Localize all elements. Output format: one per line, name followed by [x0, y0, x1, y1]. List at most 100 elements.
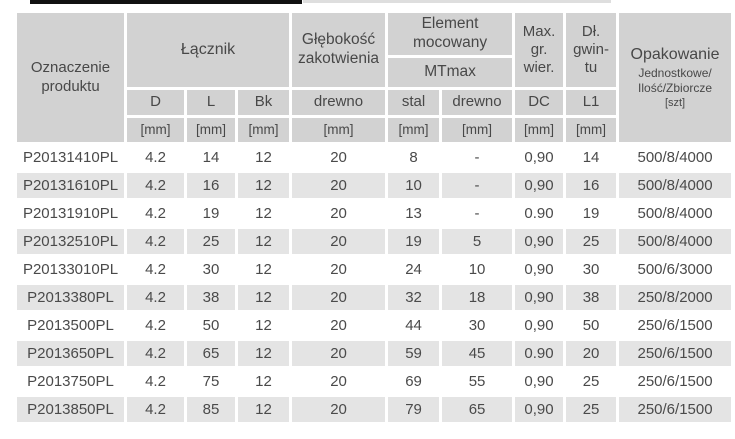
packaging-cell: 500/8/4000	[619, 229, 732, 254]
product-spec-table: Oznaczenie produktu Łącznik Głębokość za…	[14, 10, 734, 425]
mtmax-wood-cell: -	[442, 145, 513, 170]
units-bk: [mm]	[238, 118, 290, 142]
bk-mm-cell: 12	[238, 257, 290, 282]
packaging-cell: 250/6/1500	[619, 369, 732, 394]
bk-mm-cell: 12	[238, 145, 290, 170]
d-mm-cell: 4.2	[127, 173, 184, 198]
dc-max-drill-cell: 0,90	[515, 145, 564, 170]
anchoring-depth-wood-cell: 20	[292, 369, 386, 394]
l1-thread-length-cell: 50	[566, 313, 617, 338]
subheader-wood-mtmax: drewno	[442, 90, 513, 115]
l1-thread-length-cell: 25	[566, 397, 617, 422]
mtmax-wood-cell: 65	[442, 397, 513, 422]
l-mm-cell: 25	[187, 229, 235, 254]
packaging-cell: 500/6/3000	[619, 257, 732, 282]
l1-thread-length-cell: 16	[566, 173, 617, 198]
anchoring-depth-wood-cell: 20	[292, 201, 386, 226]
l1-thread-length-cell: 14	[566, 145, 617, 170]
header-connector-group: Łącznik	[127, 13, 290, 87]
mtmax-wood-cell: 30	[442, 313, 513, 338]
dc-max-drill-cell: 0,90	[515, 397, 564, 422]
units-steel: [mm]	[388, 118, 440, 142]
header-product-designation: Oznaczenie produktu	[17, 13, 124, 142]
bk-mm-cell: 12	[238, 397, 290, 422]
anchoring-depth-wood-cell: 20	[292, 285, 386, 310]
mtmax-wood-cell: 45	[442, 341, 513, 366]
units-d: [mm]	[127, 118, 184, 142]
anchoring-depth-wood-cell: 20	[292, 173, 386, 198]
dc-max-drill-cell: 0.90	[515, 201, 564, 226]
header-dlgwintu-line1: Dł.	[581, 22, 601, 40]
mtmax-steel-cell: 69	[388, 369, 440, 394]
l1-thread-length-cell: 25	[566, 369, 617, 394]
dc-max-drill-cell: 0,90	[515, 369, 564, 394]
l-mm-cell: 65	[187, 341, 235, 366]
header-dlgwintu-line3: tu	[584, 59, 598, 77]
subheader-l1: L1	[566, 90, 617, 115]
scan-artifact-bar-dark	[30, 0, 302, 4]
subheader-d: D	[127, 90, 184, 115]
dc-max-drill-cell: 0,90	[515, 313, 564, 338]
mtmax-steel-cell: 10	[388, 173, 440, 198]
header-anchoring-line1: Głębokość	[301, 31, 376, 49]
mtmax-steel-cell: 19	[388, 229, 440, 254]
l-mm-cell: 75	[187, 369, 235, 394]
l1-thread-length-cell: 38	[566, 285, 617, 310]
table-row: P20133010PL 4.2 30 12 20 24 10 0,90 30 500/6/3000	[17, 257, 732, 282]
dc-max-drill-cell: 0,90	[515, 257, 564, 282]
l1-thread-length-cell: 30	[566, 257, 617, 282]
mtmax-steel-cell: 8	[388, 145, 440, 170]
product-code-cell: P20131410PL	[17, 145, 124, 170]
mtmax-steel-cell: 24	[388, 257, 440, 282]
product-code-cell: P2013500PL	[17, 313, 124, 338]
product-code-cell: P20131610PL	[17, 173, 124, 198]
dc-max-drill-cell: 0,90	[515, 173, 564, 198]
anchoring-depth-wood-cell: 20	[292, 257, 386, 282]
product-code-cell: P20131910PL	[17, 201, 124, 226]
anchoring-depth-wood-cell: 20	[292, 313, 386, 338]
bk-mm-cell: 12	[238, 229, 290, 254]
l-mm-cell: 16	[187, 173, 235, 198]
subheader-steel: stal	[388, 90, 440, 115]
mtmax-steel-cell: 13	[388, 201, 440, 226]
header-mtmax: MTmax	[388, 58, 513, 87]
l-mm-cell: 19	[187, 201, 235, 226]
header-fastened-element-group: Element mocowany	[388, 13, 513, 55]
d-mm-cell: 4.2	[127, 285, 184, 310]
subheader-l: L	[187, 90, 235, 115]
table-row: P2013750PL 4.2 75 12 20 69 55 0,90 25 250/6/1500	[17, 369, 732, 394]
anchoring-depth-wood-cell: 20	[292, 397, 386, 422]
d-mm-cell: 4.2	[127, 145, 184, 170]
product-code-cell: P2013750PL	[17, 369, 124, 394]
product-code-cell: P20132510PL	[17, 229, 124, 254]
anchoring-depth-wood-cell: 20	[292, 341, 386, 366]
header-packaging-unit: [szt]	[664, 96, 686, 109]
l1-thread-length-cell: 19	[566, 201, 617, 226]
product-code-cell: P20133010PL	[17, 257, 124, 282]
table-row: P20132510PL 4.2 25 12 20 19 5 0,90 25 500/8/4000	[17, 229, 732, 254]
table-row: P2013850PL 4.2 85 12 20 79 65 0,90 25 250/6/1500	[17, 397, 732, 422]
bk-mm-cell: 12	[238, 173, 290, 198]
header-packaging: Opakowanie Jednostkowe/ Ilość/Zbiorcze […	[619, 13, 732, 142]
subheader-bk: Bk	[238, 90, 290, 115]
dc-max-drill-cell: 0.90	[515, 341, 564, 366]
subheader-wood-anchoring: drewno	[292, 90, 386, 115]
packaging-cell: 500/8/4000	[619, 145, 732, 170]
mtmax-wood-cell: -	[442, 173, 513, 198]
packaging-cell: 250/6/1500	[619, 341, 732, 366]
header-product-line1: Oznaczenie	[30, 59, 111, 77]
table-row: P20131410PL 4.2 14 12 20 8-0,90 14 500/8/4000	[17, 145, 732, 170]
dc-max-drill-cell: 0,90	[515, 229, 564, 254]
anchoring-depth-wood-cell: 20	[292, 145, 386, 170]
table-row: P2013500PL 4.2 50 12 20 44 30 0,90 50 250/6/1500	[17, 313, 732, 338]
header-product-line2: produktu	[41, 77, 100, 95]
d-mm-cell: 4.2	[127, 397, 184, 422]
bk-mm-cell: 12	[238, 201, 290, 226]
l-mm-cell: 38	[187, 285, 235, 310]
header-thread-length-group: Dł. gwin- tu	[566, 13, 617, 87]
mtmax-steel-cell: 44	[388, 313, 440, 338]
l1-thread-length-cell: 20	[566, 341, 617, 366]
packaging-cell: 500/8/4000	[619, 201, 732, 226]
mtmax-wood-cell: 55	[442, 369, 513, 394]
mtmax-steel-cell: 79	[388, 397, 440, 422]
